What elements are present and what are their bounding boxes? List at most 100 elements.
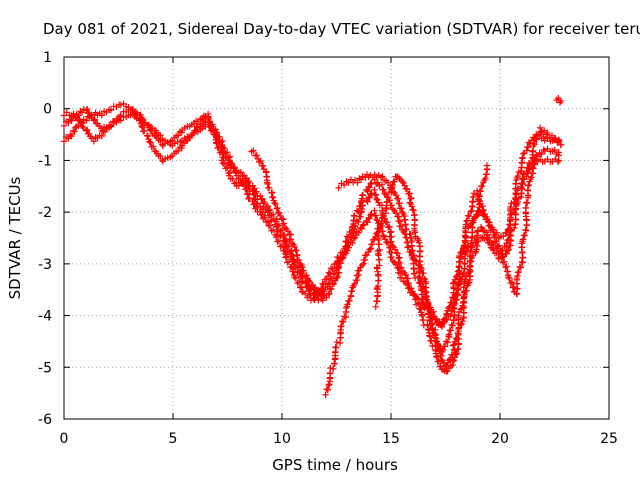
data-point — [453, 296, 460, 304]
data-point — [540, 127, 548, 134]
data-point — [436, 318, 443, 325]
data-point — [139, 116, 146, 123]
data-point — [71, 128, 78, 135]
data-point — [389, 206, 397, 213]
data-point — [376, 246, 383, 254]
data-point — [495, 242, 503, 249]
data-point — [324, 386, 332, 393]
y-tick-label: -3 — [38, 257, 52, 273]
series-track-b — [60, 100, 563, 375]
data-point — [505, 225, 512, 233]
data-point — [511, 224, 518, 232]
data-point — [208, 123, 215, 130]
series-track-d — [248, 147, 327, 299]
data-point — [364, 188, 371, 195]
data-point — [340, 181, 348, 189]
data-point — [194, 124, 201, 131]
data-point — [507, 279, 514, 287]
data-point — [348, 224, 356, 231]
data-point — [427, 304, 434, 311]
x-tick-label: 20 — [491, 431, 509, 447]
data-point — [264, 218, 272, 225]
data-point — [403, 186, 411, 193]
data-point — [451, 354, 459, 361]
data-point — [395, 217, 402, 225]
data-point — [366, 246, 373, 253]
data-point — [83, 117, 90, 124]
data-point — [398, 205, 405, 212]
data-point — [554, 158, 562, 166]
data-point — [148, 127, 155, 134]
data-point — [213, 140, 220, 147]
data-point — [355, 218, 362, 225]
data-point — [467, 258, 475, 265]
data-point — [410, 252, 418, 259]
y-tick-label: -1 — [38, 153, 52, 169]
data-point — [206, 118, 213, 126]
data-point — [317, 290, 324, 298]
data-point — [386, 248, 393, 256]
data-point — [502, 263, 509, 271]
data-point — [439, 346, 447, 354]
data-point — [447, 312, 454, 320]
data-point — [261, 214, 268, 221]
data-point — [402, 271, 409, 279]
data-point — [144, 132, 152, 140]
data-point — [265, 184, 273, 191]
data-point — [508, 279, 516, 286]
data-point — [523, 173, 530, 180]
data-point — [446, 303, 453, 310]
data-point — [366, 215, 373, 222]
data-point — [368, 190, 375, 197]
data-point — [296, 284, 304, 291]
data-point — [139, 124, 146, 131]
x-tick-label: 10 — [273, 431, 291, 447]
data-point — [373, 195, 380, 203]
data-point — [486, 239, 493, 247]
data-point — [473, 211, 480, 218]
data-point — [544, 129, 551, 137]
data-point — [223, 164, 231, 171]
data-point — [408, 194, 415, 202]
data-point — [269, 216, 277, 223]
x-tick-label: 0 — [60, 431, 69, 447]
data-point — [523, 199, 530, 206]
data-point — [402, 185, 410, 192]
data-point — [524, 144, 532, 151]
data-point — [557, 97, 565, 105]
data-point — [376, 262, 383, 269]
data-point — [413, 257, 420, 265]
data-point — [325, 269, 332, 276]
data-point — [375, 199, 382, 206]
data-point — [333, 274, 340, 282]
data-point — [493, 250, 500, 257]
data-point — [373, 216, 380, 223]
data-point — [277, 232, 284, 240]
data-point — [269, 194, 277, 201]
data-point — [480, 212, 488, 219]
data-point — [398, 274, 406, 281]
data-point — [474, 238, 482, 246]
data-point — [414, 300, 422, 308]
data-point — [273, 223, 280, 230]
series-track-h — [553, 94, 565, 106]
data-point — [518, 185, 526, 193]
data-point — [382, 218, 389, 226]
data-point — [335, 265, 342, 272]
data-point — [368, 210, 375, 218]
data-point — [555, 137, 563, 145]
data-point — [548, 132, 556, 139]
data-point — [343, 233, 351, 240]
data-point — [425, 300, 432, 307]
data-point — [500, 233, 507, 240]
data-point — [364, 198, 371, 205]
data-point — [334, 273, 341, 281]
data-point — [433, 353, 441, 361]
y-tick-label: 0 — [43, 102, 52, 118]
data-point — [252, 195, 259, 202]
data-point — [252, 205, 259, 212]
data-point — [504, 247, 511, 254]
data-point — [555, 157, 563, 164]
data-point — [84, 126, 91, 133]
x-tick-label: 5 — [169, 431, 178, 447]
